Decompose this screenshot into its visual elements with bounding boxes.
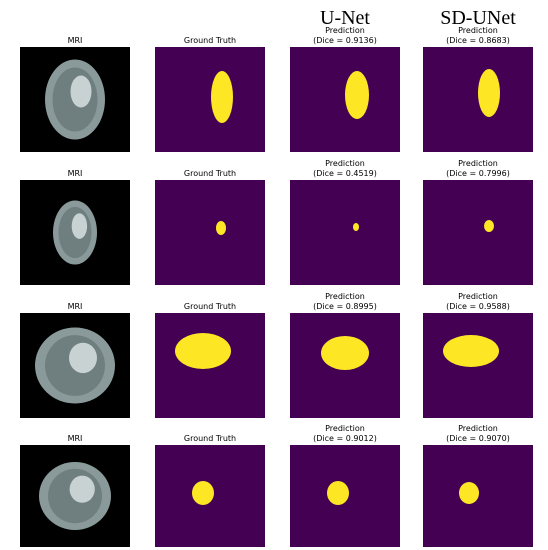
panel: Prediction(Dice = 0.7996): [423, 159, 533, 285]
panel-title: MRI: [68, 434, 83, 443]
column-header: U-Net: [320, 7, 370, 29]
tumor-mask: [345, 71, 369, 119]
tumor-mask: [327, 481, 349, 505]
dice-score: (Dice = 0.9012): [313, 434, 377, 443]
panel: Ground Truth: [155, 434, 265, 547]
mask-image: [290, 47, 400, 152]
dice-score: (Dice = 0.9136): [313, 36, 377, 45]
panel-title: Prediction: [458, 424, 498, 433]
lesion: [69, 475, 95, 503]
mask-image: [155, 47, 265, 152]
panel: MRI: [20, 434, 130, 547]
panel-title: Ground Truth: [184, 302, 236, 311]
dice-score: (Dice = 0.9070): [446, 434, 510, 443]
panel: Prediction(Dice = 0.9070): [423, 424, 533, 547]
panel: Prediction(Dice = 0.4519): [290, 159, 400, 285]
panel: Prediction(Dice = 0.8683): [423, 26, 533, 152]
panel: MRI: [20, 302, 130, 418]
panel: Ground Truth: [155, 302, 265, 418]
tumor-mask: [459, 482, 479, 504]
tumor-mask: [211, 71, 233, 123]
dice-score: (Dice = 0.8995): [313, 302, 377, 311]
mask-image: [290, 180, 400, 285]
mask-image: [423, 180, 533, 285]
tumor-mask: [192, 481, 214, 505]
panel-title: Ground Truth: [184, 434, 236, 443]
panel-title: MRI: [68, 36, 83, 45]
tumor-mask: [443, 335, 499, 367]
panel: Prediction(Dice = 0.8995): [290, 292, 400, 418]
dice-score: (Dice = 0.4519): [313, 169, 377, 178]
panel: Ground Truth: [155, 36, 265, 152]
mask-image: [155, 180, 265, 285]
mask-image: [423, 47, 533, 152]
tumor-mask: [175, 333, 231, 369]
tumor-mask: [484, 220, 494, 232]
panel: Ground Truth: [155, 169, 265, 285]
tumor-mask: [321, 336, 369, 370]
tumor-mask: [353, 223, 359, 231]
dice-score: (Dice = 0.7996): [446, 169, 510, 178]
panel-title: Prediction: [325, 292, 365, 301]
tumor-mask: [216, 221, 226, 235]
panel-title: Prediction: [325, 26, 365, 35]
panel: Prediction(Dice = 0.9588): [423, 292, 533, 418]
panel-title: Prediction: [325, 159, 365, 168]
panel: MRI: [20, 169, 130, 285]
panel: Prediction(Dice = 0.9136): [290, 26, 400, 152]
lesion: [71, 213, 88, 239]
lesion: [69, 342, 97, 374]
dice-score: (Dice = 0.8683): [446, 36, 510, 45]
lesion: [70, 75, 92, 108]
panel: MRI: [20, 36, 130, 152]
panel-title: Ground Truth: [184, 36, 236, 45]
panel-title: Prediction: [458, 26, 498, 35]
panel: Prediction(Dice = 0.9012): [290, 424, 400, 547]
panel-title: Prediction: [458, 159, 498, 168]
column-header: SD-UNet: [440, 7, 516, 29]
panel-title: MRI: [68, 302, 83, 311]
tumor-mask: [478, 69, 500, 117]
panel-title: MRI: [68, 169, 83, 178]
panel-title: Ground Truth: [184, 169, 236, 178]
dice-score: (Dice = 0.9588): [446, 302, 510, 311]
panel-title: Prediction: [458, 292, 498, 301]
panel-title: Prediction: [325, 424, 365, 433]
